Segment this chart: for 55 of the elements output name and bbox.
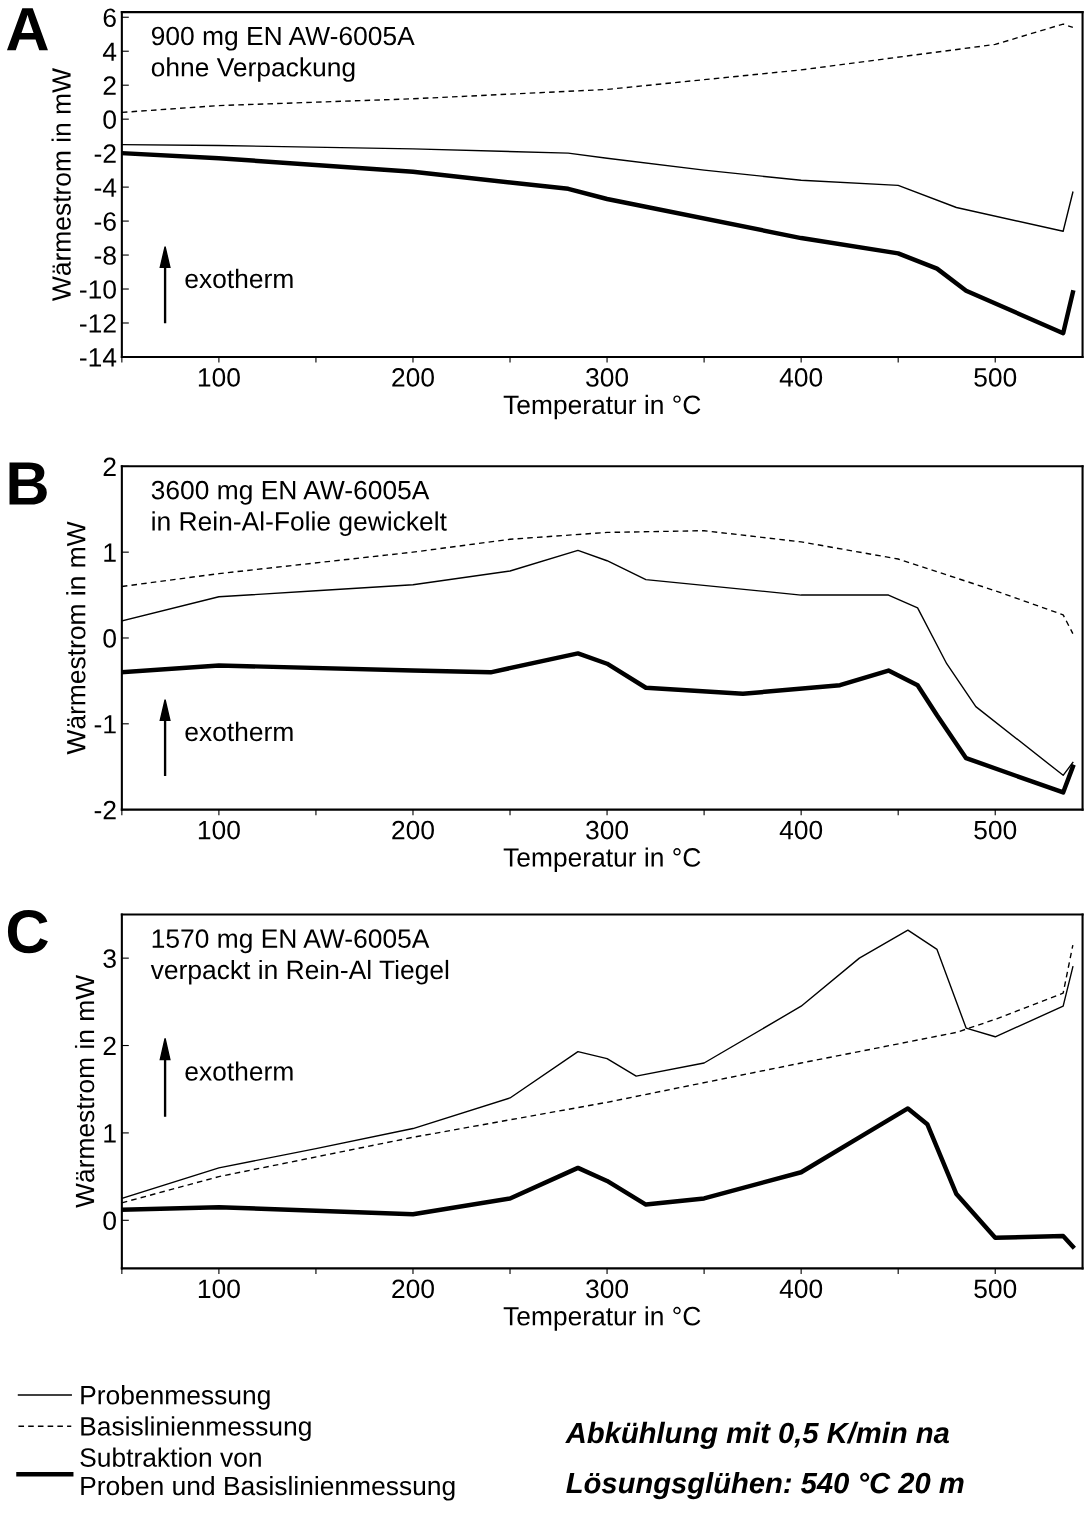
y-axis-title: Wärmestrom in mW xyxy=(51,68,71,301)
x-tick-label: 400 xyxy=(779,1279,823,1299)
y-tick-label: -2 xyxy=(94,144,116,163)
x-tick-label: 300 xyxy=(586,820,629,840)
y-tick-label: -10 xyxy=(80,280,116,299)
x-tick-label: 300 xyxy=(586,1279,629,1299)
y-tick-label: 6 xyxy=(103,8,116,28)
y-tick-label: 2 xyxy=(103,76,116,95)
x-tick-label: 100 xyxy=(198,368,240,387)
y-tick-label: -14 xyxy=(80,348,117,367)
y-tick-label: 0 xyxy=(103,1211,116,1231)
x-axis-title: Temperatur in °C xyxy=(503,1306,701,1331)
x-axis-title: Temperatur in °C xyxy=(503,847,701,873)
x-tick-label: 400 xyxy=(779,368,823,387)
annotation: 1570 mg EN AW-6005A verpackt in Rein-Al Tiegel xyxy=(150,929,449,985)
y-tick-label: -8 xyxy=(94,246,116,265)
x-axis-title: Temperatur in °C xyxy=(503,394,701,420)
x-tick-label: 200 xyxy=(392,1279,434,1299)
annotation: 900 mg EN AW-6005A ohne Verpackung xyxy=(151,26,415,82)
x-tick-label: 100 xyxy=(198,1279,240,1299)
y-tick-label: -1 xyxy=(94,715,116,734)
legend-label: Probenmessung xyxy=(81,1385,270,1410)
y-axis-title: Wärmestrom in mW xyxy=(74,974,95,1208)
annotation: 3600 mg EN AW-6005A in Rein-Al-Folie gewickelt xyxy=(151,480,447,536)
annotation: exotherm xyxy=(185,268,293,289)
y-tick-label: 0 xyxy=(103,110,116,129)
x-tick-label: 200 xyxy=(392,820,434,840)
annotation: exotherm xyxy=(185,1061,293,1081)
y-tick-label: -12 xyxy=(80,314,116,333)
x-tick-label: 200 xyxy=(392,368,434,387)
x-tick-label: 500 xyxy=(974,1279,1017,1299)
legend-label: Basislinienmessung xyxy=(81,1416,311,1441)
y-tick-label: 1 xyxy=(104,1124,116,1143)
y-tick-label: 3 xyxy=(103,949,116,968)
x-tick-label: 500 xyxy=(974,820,1017,840)
annotation: exotherm xyxy=(185,721,293,742)
y-tick-label: 2 xyxy=(103,1036,116,1056)
y-tick-label: 4 xyxy=(102,42,117,61)
y-axis-title: Wärmestrom in mW xyxy=(66,521,86,755)
y-tick-label: 2 xyxy=(103,457,116,476)
y-tick-label: -2 xyxy=(94,800,116,820)
x-tick-label: 100 xyxy=(198,820,240,840)
chart-title: B xyxy=(9,462,47,505)
legend-label: Subtraktion von Proben und Basislinienmessung xyxy=(80,1447,455,1501)
text: Lösungsglühen: 540 °C 20 m xyxy=(566,1471,964,1500)
y-tick-label: 1 xyxy=(104,543,116,562)
x-tick-label: 300 xyxy=(586,368,629,387)
text: Abkühlung mit 0,5 K/min na xyxy=(565,1421,949,1450)
y-tick-label: 0 xyxy=(103,629,116,648)
x-tick-label: 500 xyxy=(974,368,1017,387)
y-tick-label: -6 xyxy=(94,212,116,231)
chart-title: C xyxy=(7,909,48,954)
chart-title: A xyxy=(6,8,48,51)
x-tick-label: 400 xyxy=(779,820,823,840)
y-tick-label: -4 xyxy=(94,178,117,197)
